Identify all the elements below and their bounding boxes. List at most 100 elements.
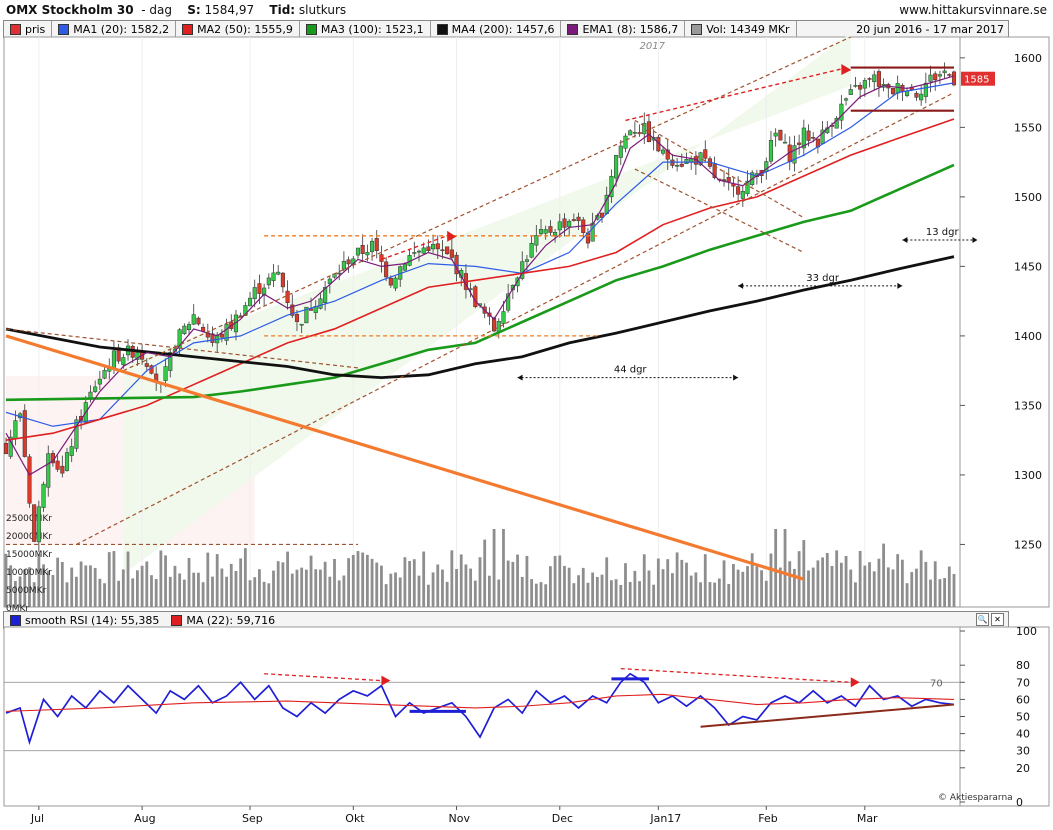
volume-bar <box>79 561 83 607</box>
candle-body <box>163 366 168 381</box>
volume-bar <box>802 539 806 607</box>
volume-bar <box>933 561 937 607</box>
rsi-tick-label: 0 <box>1016 796 1023 809</box>
legend-label: EMA1 (8): 1586,7 <box>582 22 679 36</box>
volume-bar <box>910 572 914 607</box>
candle-body <box>670 159 675 166</box>
duration-label: 13 dgr <box>926 227 960 238</box>
arrow-left-icon <box>517 374 523 381</box>
volume-bar <box>638 581 641 607</box>
uptrend-shade <box>123 32 851 575</box>
candle-body <box>576 216 581 222</box>
volume-bar <box>548 566 552 607</box>
volume-bar <box>732 563 735 607</box>
volume-bar <box>835 550 839 607</box>
volume-bar <box>915 568 918 607</box>
volume-bar <box>647 570 651 607</box>
volume-bar <box>239 558 243 607</box>
volume-bar <box>300 567 304 607</box>
candle-body <box>660 149 666 154</box>
candle-body <box>41 483 46 508</box>
volume-axis-label: 25000MKr <box>6 514 52 524</box>
zoom-icon[interactable]: 🔍 <box>976 613 989 626</box>
candle-body <box>745 180 750 195</box>
candle-body <box>93 386 98 392</box>
candle-body <box>736 186 741 195</box>
candle-body <box>628 130 633 136</box>
price-axis-panel <box>959 36 1050 608</box>
s-label: S: <box>187 3 201 17</box>
candle-body <box>135 352 140 360</box>
candle-body <box>679 163 684 167</box>
candle-body <box>947 74 952 76</box>
volume-bar <box>868 562 871 607</box>
candle-body <box>675 165 680 167</box>
candle-body <box>562 218 567 228</box>
ma-line-1 <box>5 118 955 441</box>
volume-bar <box>558 555 562 607</box>
volume-bar <box>642 554 646 607</box>
legend-label: MA2 (50): 1555,9 <box>197 22 293 36</box>
volume-bar <box>858 550 862 607</box>
volume-bar <box>398 577 402 607</box>
rsi-tick-label: 50 <box>1016 711 1030 724</box>
volume-bar <box>525 555 529 607</box>
volume-bar <box>347 558 350 607</box>
volume-bar <box>713 582 717 607</box>
candle-body <box>665 149 670 160</box>
candle-body <box>557 221 562 231</box>
time-tick-label: Jul <box>30 812 44 825</box>
arrow-head-icon <box>381 675 391 686</box>
volume-bar <box>328 576 332 607</box>
candle-body <box>773 132 778 137</box>
volume-bar <box>136 570 139 607</box>
candle-body <box>801 127 806 149</box>
volume-bar <box>530 579 534 607</box>
volume-bar <box>534 583 538 607</box>
candle-body <box>928 74 933 82</box>
candle-body <box>294 314 300 322</box>
price-tick-label: 1600 <box>1014 52 1042 65</box>
downtrend-upper-line <box>5 328 359 369</box>
candle-body <box>881 84 886 88</box>
candle-body <box>797 142 802 145</box>
volume-bar <box>633 570 637 607</box>
volume-bar <box>192 572 196 607</box>
volume-bar <box>947 566 951 607</box>
volume-bar <box>581 567 585 607</box>
candle-body <box>712 163 717 179</box>
price-tick-label: 1400 <box>1014 330 1042 343</box>
candle-body <box>50 453 55 464</box>
volume-bar <box>23 569 27 607</box>
volume-bar <box>112 551 116 607</box>
candle-body <box>398 266 403 280</box>
candle-body <box>590 222 595 242</box>
close-icon[interactable]: ✕ <box>991 613 1004 626</box>
candle-body <box>853 85 858 87</box>
time-tick-label: Dec <box>552 812 573 825</box>
volume-bar <box>9 565 13 607</box>
volume-bar <box>159 550 163 607</box>
rsi-axis-panel <box>959 626 1050 807</box>
candle-body <box>750 172 755 185</box>
candle-body <box>778 129 783 141</box>
candle-body <box>55 460 60 470</box>
volume-bar <box>694 572 698 607</box>
volume-bar <box>258 569 261 607</box>
legend-label: MA4 (200): 1457,6 <box>451 22 555 36</box>
volume-bar <box>511 561 515 607</box>
volume-bar <box>652 584 656 607</box>
volume-bar <box>131 578 135 607</box>
candle-body <box>538 229 544 235</box>
rsi-tick-label: 20 <box>1016 762 1030 775</box>
candle-body <box>501 311 506 324</box>
volume-bar <box>877 558 881 607</box>
candle-body <box>97 378 102 385</box>
candle-body <box>341 260 346 270</box>
candle-body <box>951 71 957 86</box>
arrow-head-icon <box>841 63 852 75</box>
volume-bar <box>445 581 449 607</box>
time-tick-label: Sep <box>242 812 263 825</box>
volume-bar <box>788 561 792 607</box>
rising-arrow-line-1 <box>381 235 448 261</box>
